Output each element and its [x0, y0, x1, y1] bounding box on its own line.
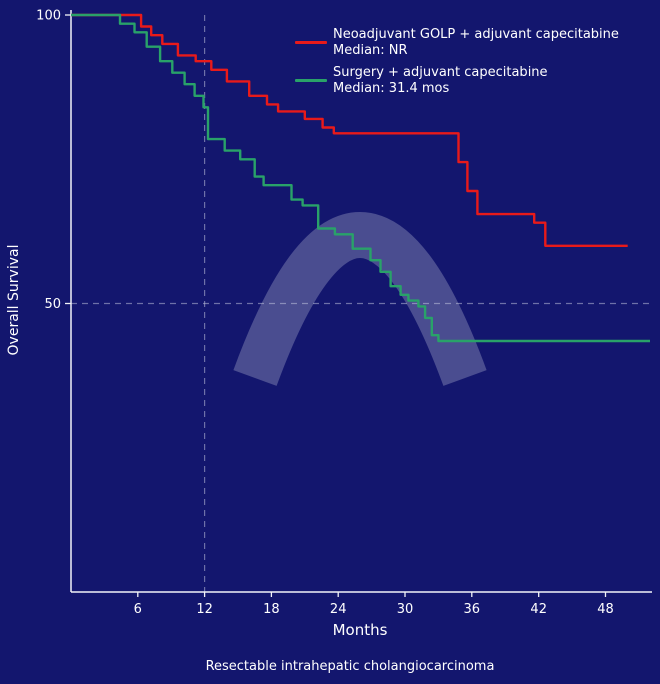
survival-curves — [71, 13, 650, 343]
legend-label-surgery: Surgery + adjuvant capecitabine — [333, 65, 548, 80]
legend-median-surgery: Median: 31.4 mos — [333, 81, 450, 96]
x-tick-label: 36 — [464, 602, 481, 617]
x-tick-label: 48 — [597, 602, 614, 617]
legend-item-golp: Neoadjuvant GOLP + adjuvant capecitabine… — [295, 27, 619, 59]
legend-text-surgery: Surgery + adjuvant capecitabine Median: … — [333, 65, 548, 97]
y-tick-label: 50 — [44, 297, 61, 312]
watermark-arch — [233, 212, 487, 386]
x-tick-label: 30 — [397, 602, 414, 617]
caption: Resectable intrahepatic cholangiocarcino… — [205, 659, 495, 674]
legend-line-surgery — [295, 79, 327, 82]
x-tick-label: 18 — [263, 602, 280, 617]
legend-line-golp — [295, 41, 327, 44]
x-tick-label: 12 — [196, 602, 213, 617]
legend-label-golp: Neoadjuvant GOLP + adjuvant capecitabine — [333, 27, 619, 42]
x-tick-label: 6 — [134, 602, 142, 617]
legend-item-surgery: Surgery + adjuvant capecitabine Median: … — [295, 65, 619, 97]
y-axis-label: Overall Survival — [6, 244, 22, 356]
legend-text-golp: Neoadjuvant GOLP + adjuvant capecitabine… — [333, 27, 619, 59]
legend-median-golp: Median: NR — [333, 43, 408, 58]
legend: Neoadjuvant GOLP + adjuvant capecitabine… — [295, 27, 619, 97]
reference-lines — [71, 15, 652, 592]
y-tick-label: 100 — [36, 9, 61, 24]
survival-curve-surgery — [71, 13, 650, 343]
tick-labels: 6 12 18 24 30 36 42 48 100 50 — [36, 9, 614, 618]
survival-curve-golp — [71, 13, 628, 247]
x-axis-label: Months — [332, 621, 388, 639]
x-tick-label: 24 — [330, 602, 347, 617]
x-tick-label: 42 — [530, 602, 547, 617]
axes — [65, 10, 652, 597]
